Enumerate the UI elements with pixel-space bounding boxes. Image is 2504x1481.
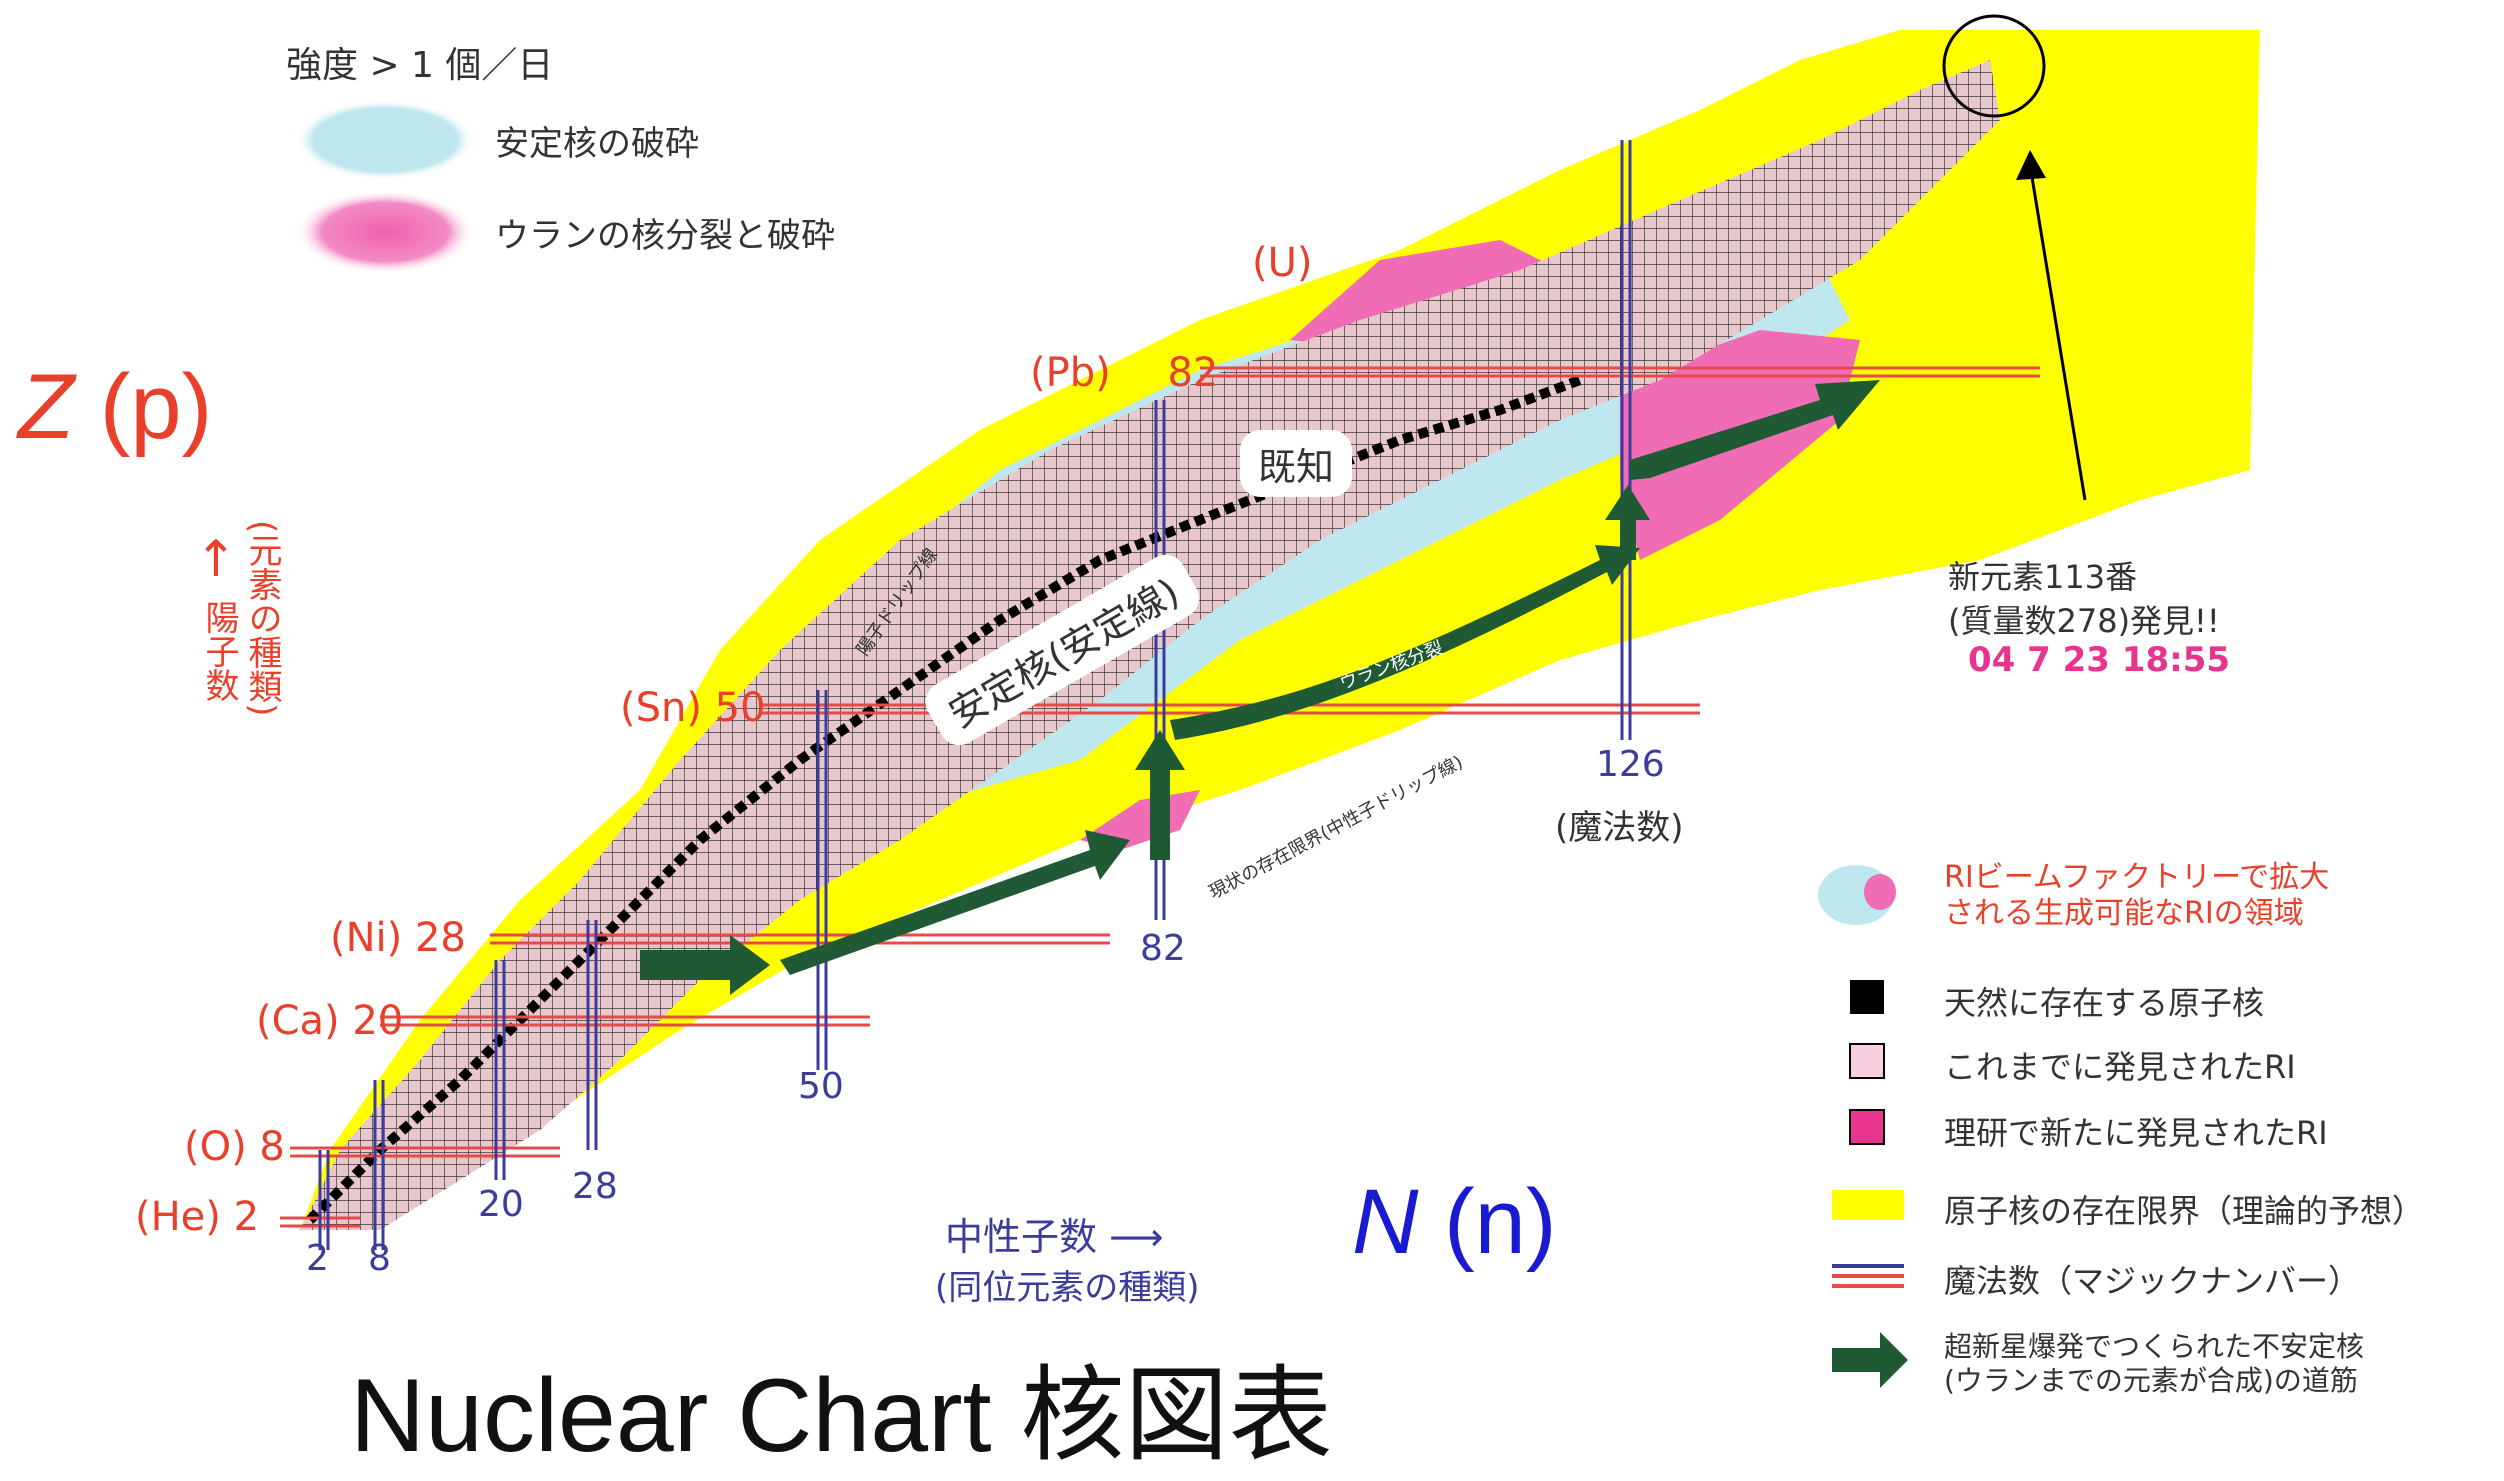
n-magic-8: 8 (368, 1238, 391, 1279)
legend-riken-label: 理研で新たに発見されたRI (1944, 1114, 2328, 1152)
z-axis-label: Z (p) (18, 355, 212, 460)
legend-existence-limit-label: 原子核の存在限界（理論的予想） (1944, 1192, 2425, 1230)
n-magic-50: 50 (798, 1066, 844, 1107)
z-axis-paren: (p) (99, 356, 213, 458)
n-magic-82: 82 (1140, 928, 1186, 969)
element-label-sn: (Sn) 50 (620, 685, 766, 731)
supernova-path-segment-4 (1605, 485, 1650, 560)
legend-magic-number-label: 魔法数（マジックナンバー） (1944, 1262, 2361, 1300)
legend-light-pink-square-icon (1849, 1043, 1885, 1079)
discovery-pointer-line (2028, 164, 2087, 501)
known-nuclides-grid (300, 60, 2000, 1230)
element-label-ca: (Ca) 20 (256, 998, 404, 1044)
supernova-path-segment-2 (1135, 730, 1185, 860)
legend-black-square-icon (1850, 980, 1884, 1014)
supernova-path-segment-3 (1170, 545, 1640, 740)
element-label-he: (He) 2 (135, 1194, 260, 1240)
z-axis-var: Z (18, 356, 75, 458)
legend-icons (1818, 865, 1908, 1388)
legend-uranium-blob-icon (295, 190, 475, 274)
discovery-circle (1942, 14, 2046, 118)
n-axis-caption-2: (同位元素の種類) (935, 1268, 1200, 1308)
stable-nuclides-line (306, 375, 1582, 1224)
supernova-path (640, 380, 1880, 995)
legend-ri-region-label: RIビームファクトリーで拡大 される生成可能なRIの領域 (1944, 860, 2330, 931)
n-magic-28: 28 (572, 1166, 618, 1207)
z-axis-arrow: ↑ (195, 530, 237, 588)
n-axis-paren: (n) (1444, 1171, 1557, 1273)
n-magic-note: (魔法数) (1555, 808, 1684, 848)
legend-yellow-bar-icon (1832, 1190, 1904, 1220)
n-magic-2: 2 (306, 1238, 329, 1279)
discovery-pointer-arrowhead (2016, 150, 2046, 180)
z-axis-vertical-label-1: 陽子数 (199, 600, 239, 702)
legend-magic-lines-icon (1832, 1264, 1904, 1288)
discovery-line2: (質量数278)発見!! (1948, 602, 2220, 640)
n-axis-var: N (1352, 1171, 1419, 1273)
legend-green-arrow-icon (1832, 1332, 1908, 1388)
supernova-path-segment-1 (780, 830, 1130, 975)
legend-magenta-square-icon (1849, 1109, 1885, 1145)
supernova-path-segment-5 (1630, 380, 1880, 480)
footer-title: Nuclear Chart 核図表 (350, 1358, 1333, 1474)
element-label-u: (U) (1252, 240, 1313, 286)
n-axis-caption-1: 中性子数 ⟶ (945, 1215, 1164, 1259)
legend-discovered-label: これまでに発見されたRI (1944, 1048, 2296, 1086)
intensity-title: 強度 > 1 個／日 (286, 45, 554, 86)
element-label-o: (O) 8 (184, 1124, 285, 1170)
legend-stable-blob-icon (295, 100, 475, 180)
discovery-line1: 新元素113番 (1948, 558, 2138, 596)
n-axis-arrow-icon: ⟶ (1109, 1215, 1164, 1259)
n-magic-20: 20 (478, 1184, 524, 1225)
legend-stable-label: 安定核の破砕 (495, 124, 699, 164)
n-magic-126: 126 (1596, 744, 1665, 785)
n-axis-label: N (n) (1352, 1170, 1556, 1275)
chart-canvas (280, 14, 2260, 1388)
magic-proton-lines (280, 366, 2040, 1228)
legend-supernova-label: 超新星爆発でつくられた不安定核 (ウランまでの元素が合成)の道筋 (1944, 1330, 2365, 1397)
element-label-ni: (Ni) 28 (330, 915, 466, 961)
discovery-time: 04 7 23 18:55 (1968, 640, 2231, 680)
nuclear-chart-diagram: 強度 > 1 個／日 安定核の破砕 ウランの核分裂と破砕 Z (p) ↑ 陽子数… (18, 14, 2425, 1474)
legend-uranium-label: ウランの核分裂と破砕 (495, 216, 835, 256)
known-region-label: 既知 (1240, 430, 1353, 497)
z-axis-vertical-label-2: (元素の種類) (242, 520, 282, 717)
element-label-pb: (Pb) 82 (1030, 350, 1219, 396)
legend-natural-label: 天然に存在する原子核 (1944, 984, 2265, 1022)
